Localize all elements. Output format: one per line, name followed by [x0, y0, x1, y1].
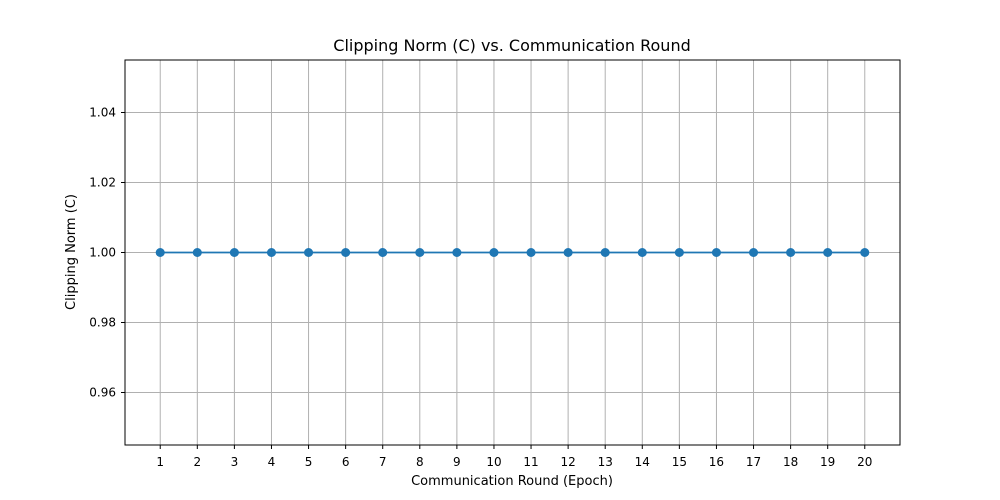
x-tick-label: 19	[820, 455, 835, 469]
data-point	[600, 248, 610, 257]
data-point	[786, 248, 796, 257]
x-tick-label: 13	[598, 455, 613, 469]
x-tick-label: 1	[156, 455, 164, 469]
data-point	[749, 248, 759, 257]
data-point	[711, 248, 721, 257]
x-tick-label: 20	[857, 455, 872, 469]
data-point	[378, 248, 388, 257]
x-tick-label: 6	[342, 455, 350, 469]
x-tick-label: 4	[268, 455, 276, 469]
x-tick-label: 10	[486, 455, 501, 469]
x-tick-label: 8	[416, 455, 424, 469]
data-point	[637, 248, 647, 257]
data-point	[304, 248, 314, 257]
x-tick-label: 3	[231, 455, 239, 469]
data-point	[452, 248, 462, 257]
series-layer	[155, 248, 870, 257]
data-point	[229, 248, 239, 257]
data-point	[415, 248, 425, 257]
x-tick-label: 14	[635, 455, 650, 469]
x-tick-label: 9	[453, 455, 461, 469]
data-point	[155, 248, 165, 257]
data-point	[266, 248, 276, 257]
y-tick-label: 1.04	[89, 106, 116, 120]
x-tick-label: 16	[709, 455, 724, 469]
data-point	[526, 248, 536, 257]
x-tick-label: 15	[672, 455, 687, 469]
data-point	[563, 248, 573, 257]
data-point	[860, 248, 870, 257]
x-tick-label: 12	[560, 455, 575, 469]
x-tick-label: 17	[746, 455, 761, 469]
y-tick-label: 0.96	[89, 386, 116, 400]
data-point	[823, 248, 833, 257]
y-tick-label: 1.02	[89, 176, 116, 190]
x-tick-label: 18	[783, 455, 798, 469]
tick-layer: 1 2 3 4 5 6 7 8 9 10 11 12 13 14 15 16 17 18 19 200.960.981…	[89, 106, 872, 470]
x-tick-label: 5	[305, 455, 313, 469]
y-tick-label: 0.98	[89, 316, 116, 330]
data-point	[341, 248, 351, 257]
x-tick-label: 7	[379, 455, 387, 469]
data-point	[489, 248, 499, 257]
x-tick-label: 11	[523, 455, 538, 469]
x-tick-label: 2	[193, 455, 201, 469]
chart-title: Clipping Norm (C) vs. Communication Roun…	[333, 36, 690, 55]
data-point	[192, 248, 202, 257]
y-axis-label: Clipping Norm (C)	[64, 194, 79, 310]
x-axis-label: Communication Round (Epoch)	[411, 474, 613, 489]
data-point	[674, 248, 684, 257]
y-tick-label: 1.00	[89, 246, 116, 260]
